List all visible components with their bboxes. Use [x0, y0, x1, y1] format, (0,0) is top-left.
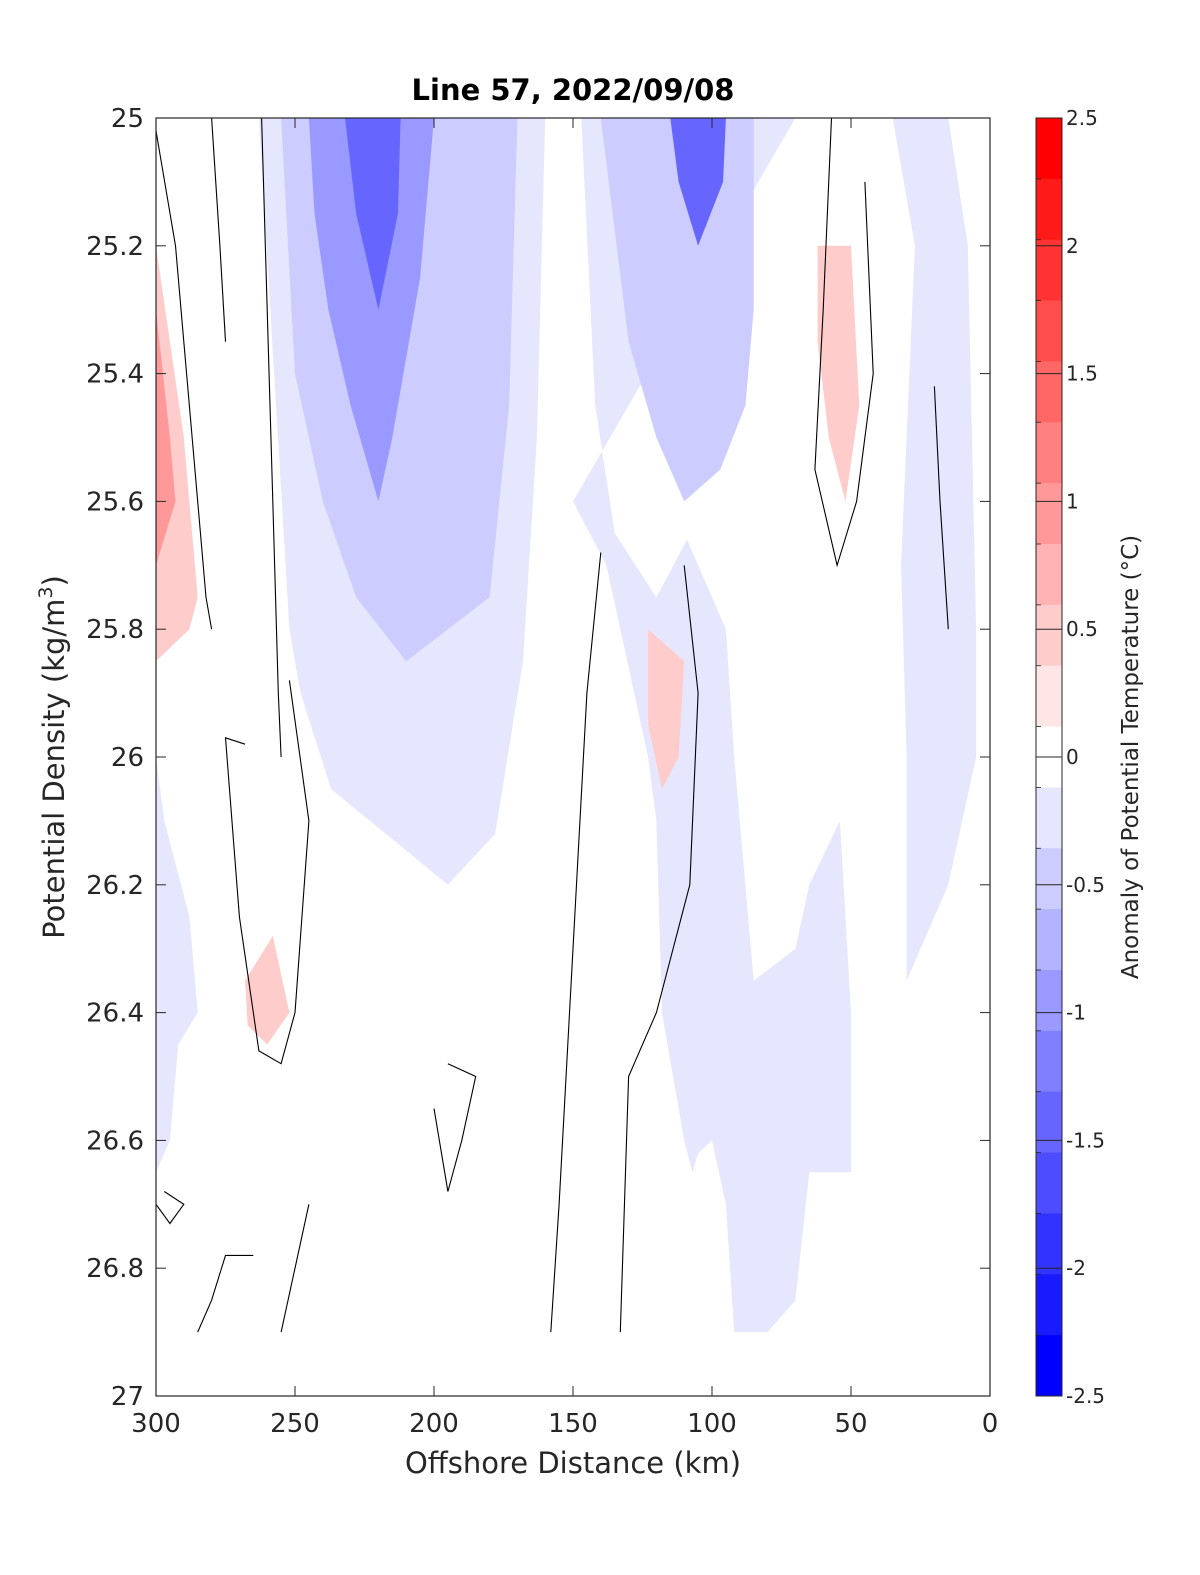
region-inshore-warm	[156, 245, 198, 662]
colorbar-band	[1036, 909, 1062, 971]
chart-title: Line 57, 2022/09/08	[412, 73, 735, 107]
region-nearshore-cold-mid	[600, 118, 754, 502]
x-tick-label: 0	[982, 1409, 999, 1439]
region-offshore-cold-deep	[308, 118, 434, 502]
colorbar-tick-label: 1.5	[1066, 362, 1098, 386]
colorbar-band	[1036, 483, 1062, 545]
y-axis-title: Potential Density (kg/m3)	[35, 575, 71, 939]
y-axis-title-main: Potential Density (kg/m	[37, 599, 71, 939]
y-tick-label: 26.6	[86, 1126, 144, 1156]
region-mid-warm-lens	[817, 245, 860, 502]
colorbar-band	[1036, 361, 1062, 423]
colorbar-band	[1036, 1091, 1062, 1154]
y-axis-ticks: 25 25.2 25.4 25.6 25.8 26 26.2 26.4 26.6 26.8 27	[86, 104, 990, 1412]
y-tick-label: 25.2	[86, 232, 144, 262]
colorbar-tick-label: -1.5	[1066, 1128, 1105, 1152]
y-tick-label: 25.4	[86, 360, 144, 390]
colorbar-band	[1036, 1152, 1062, 1214]
zero-contour-5	[619, 565, 699, 1333]
x-tick-label: 200	[409, 1409, 459, 1439]
y-axis-title-superscript: 3	[35, 586, 57, 598]
x-tick-label: 50	[834, 1409, 867, 1439]
filled-contours	[156, 118, 977, 1333]
region-shelf-cold-band	[892, 118, 977, 981]
zero-contour-6	[814, 117, 874, 568]
y-axis-title-close: )	[37, 575, 71, 586]
colorbar-tick-label: 2.5	[1066, 106, 1098, 130]
colorbar-tick-label: -2.5	[1066, 1384, 1105, 1408]
colorbar-band	[1036, 1335, 1062, 1397]
colorbar-band	[1036, 970, 1062, 1032]
colorbar-band	[1036, 604, 1062, 667]
y-tick-label: 26.8	[86, 1254, 144, 1284]
colorbar-tick-label: 2	[1066, 234, 1079, 258]
zero-contour-1	[211, 117, 227, 342]
region-nearshore-cold-center	[670, 118, 726, 246]
colorbar-band	[1036, 544, 1062, 606]
zero-contour-0	[155, 130, 213, 630]
zero-contour-8	[433, 1063, 477, 1192]
colorbar-band	[1036, 239, 1062, 302]
zero-contour-11	[197, 1254, 254, 1333]
x-axis-title: Offshore Distance (km)	[405, 1446, 741, 1480]
x-axis-ticks: 300 250 200 150 100 50 0	[131, 118, 998, 1439]
zero-contour-lines	[155, 117, 949, 1333]
colorbar-band	[1036, 1213, 1062, 1275]
x-tick-label: 100	[687, 1409, 737, 1439]
colorbar-band	[1036, 665, 1062, 728]
zero-contour-10	[280, 1204, 310, 1333]
plot-area: 300 250 200 150 100 50 0 2525.225.425.625.8262…	[86, 104, 998, 1439]
y-tick-label: 26	[111, 743, 144, 773]
colorbar-tick-label: 1	[1066, 489, 1079, 513]
colorbar-tick-label: -2	[1066, 1256, 1086, 1280]
zero-contour-9	[155, 1191, 185, 1225]
zero-contour-3	[224, 680, 310, 1065]
colorbar-band	[1036, 300, 1062, 362]
colorbar-band	[1036, 1274, 1062, 1336]
region-far-offshore-cold	[156, 757, 198, 1173]
colorbar-tick-label: -1	[1066, 1001, 1086, 1025]
region-deep-warm-lens	[648, 629, 685, 789]
colorbar-band	[1036, 787, 1062, 849]
colorbar-band	[1036, 1030, 1062, 1093]
colorbar-band	[1036, 422, 1062, 484]
y-tick-label: 26.2	[86, 871, 144, 901]
x-tick-label: 150	[548, 1409, 598, 1439]
colorbar-band	[1036, 178, 1062, 241]
y-tick-label: 26.4	[86, 999, 144, 1029]
colorbar-tick-label: 0.5	[1066, 617, 1098, 641]
y-tick-label: 25	[111, 104, 144, 134]
colorbar-title: Anomaly of Potential Temperature (°C)	[1118, 535, 1144, 979]
x-tick-label: 250	[270, 1409, 320, 1439]
colorbar-tick-label: -0.5	[1066, 873, 1105, 897]
colorbar-band	[1036, 848, 1062, 910]
region-lower-warm-patch	[245, 935, 290, 1045]
y-tick-label: 25.8	[86, 615, 144, 645]
colorbar-band	[1036, 118, 1062, 180]
region-offshore-cold-center	[345, 118, 401, 310]
y-tick-label: 25.6	[86, 487, 144, 517]
colorbar: 2.5 2 1.5 1 0.5 0 -0.5 -1 -1.5 -2 -2.5	[1035, 106, 1105, 1408]
colorbar-tick-label: 0	[1066, 745, 1079, 769]
y-tick-label: 27	[111, 1382, 144, 1412]
zero-contour-7	[933, 386, 949, 630]
x-tick-label: 300	[131, 1409, 181, 1439]
region-nearshore-cold-core	[573, 118, 851, 1333]
zero-contour-4	[550, 552, 602, 1333]
zero-contour-2	[261, 117, 282, 758]
